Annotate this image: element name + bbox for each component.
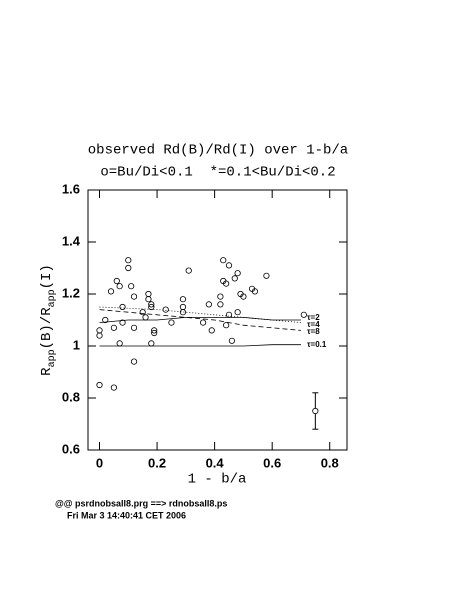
data-point bbox=[234, 270, 241, 277]
x-tick-label: 0.2 bbox=[148, 455, 166, 470]
footer-line: @@ psrdnobsall8.prg ==> rdnobsall8.ps bbox=[55, 498, 227, 508]
data-point bbox=[162, 306, 169, 313]
chart-title: observed Rd(B)/Rd(I) over 1-b/a bbox=[88, 143, 348, 159]
data-point bbox=[110, 324, 118, 331]
data-point bbox=[116, 283, 123, 290]
y-axis-label: Rapp(B)/Rapp(I) bbox=[39, 264, 58, 376]
legend-label: τ=8 bbox=[307, 327, 320, 336]
data-point bbox=[142, 314, 149, 321]
data-point bbox=[179, 309, 187, 316]
data-point bbox=[102, 316, 109, 324]
data-point bbox=[113, 277, 120, 285]
y-tick-label: 0.8 bbox=[62, 389, 80, 404]
x-tick-label: 0.6 bbox=[263, 455, 281, 470]
y-tick-label: 1.2 bbox=[62, 285, 80, 300]
data-point bbox=[251, 288, 259, 295]
data-point bbox=[125, 264, 132, 272]
data-point bbox=[148, 340, 155, 347]
data-point bbox=[208, 327, 215, 334]
data-point bbox=[151, 329, 158, 337]
data-point bbox=[145, 290, 152, 298]
data-point bbox=[128, 283, 135, 290]
data-point bbox=[96, 332, 103, 339]
y-tick-label: 1.6 bbox=[62, 181, 80, 196]
data-point bbox=[220, 257, 227, 264]
x-tick-label: 0 bbox=[96, 455, 103, 470]
data-point bbox=[110, 384, 118, 391]
data-point bbox=[119, 319, 126, 326]
error-point bbox=[312, 407, 319, 415]
footer-line: Fri Mar 3 14:40:41 CET 2006 bbox=[67, 510, 186, 520]
data-point bbox=[200, 319, 207, 326]
data-point bbox=[125, 257, 132, 264]
data-point bbox=[223, 322, 230, 329]
y-axis-label-part: app bbox=[47, 349, 58, 367]
model-curve bbox=[99, 309, 301, 331]
data-point bbox=[96, 327, 103, 334]
model-curve bbox=[99, 317, 301, 323]
data-point bbox=[263, 272, 270, 279]
data-point bbox=[179, 296, 187, 303]
data-point bbox=[300, 311, 307, 318]
y-tick-label: 1 bbox=[73, 337, 80, 352]
y-tick-label: 1.4 bbox=[62, 233, 81, 248]
y-axis-label-part: R bbox=[39, 367, 55, 376]
data-point bbox=[179, 303, 187, 311]
data-point bbox=[217, 301, 224, 308]
data-point bbox=[225, 262, 233, 269]
y-axis-label-part: (B)/R bbox=[39, 307, 55, 350]
data-point bbox=[168, 319, 175, 326]
y-axis-label-part: app bbox=[47, 289, 58, 307]
data-point bbox=[130, 358, 138, 365]
data-point bbox=[228, 337, 235, 344]
data-point bbox=[217, 293, 224, 300]
x-tick-label: 0.8 bbox=[321, 455, 339, 470]
data-point bbox=[148, 301, 155, 308]
data-point bbox=[116, 340, 123, 347]
data-point bbox=[139, 309, 146, 316]
data-point bbox=[240, 293, 247, 300]
y-axis-label-part: (I) bbox=[39, 264, 55, 289]
data-point bbox=[231, 275, 238, 282]
data-point bbox=[107, 288, 115, 295]
data-point bbox=[151, 327, 158, 334]
legend-label: τ=0.1 bbox=[307, 340, 327, 349]
legend-label: τ=4 bbox=[307, 320, 320, 329]
data-point bbox=[234, 309, 241, 316]
data-point bbox=[225, 311, 233, 318]
data-point bbox=[145, 296, 152, 303]
legend-label: τ=2 bbox=[307, 313, 320, 322]
data-point bbox=[96, 381, 103, 389]
data-point bbox=[119, 303, 126, 311]
data-point bbox=[130, 293, 138, 300]
x-tick-label: 0.4 bbox=[206, 455, 225, 470]
x-axis-label: 1 - b/a bbox=[188, 472, 247, 488]
data-point bbox=[130, 324, 138, 331]
plot-frame bbox=[87, 189, 348, 451]
data-point bbox=[205, 301, 212, 308]
chart-subtitle: o=Bu/Di<0.1 *=0.1<Bu/Di<0.2 bbox=[100, 165, 335, 181]
data-point bbox=[223, 280, 230, 287]
y-tick-label: 0.6 bbox=[62, 441, 80, 456]
model-curve bbox=[99, 344, 301, 347]
data-point bbox=[185, 267, 192, 274]
